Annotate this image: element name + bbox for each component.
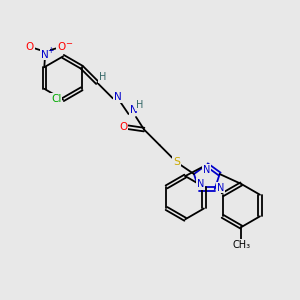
Text: O: O [57, 42, 65, 52]
Text: O: O [119, 122, 127, 132]
Text: N: N [217, 183, 224, 193]
Text: +: + [47, 46, 53, 56]
Text: N: N [197, 179, 204, 189]
Text: N: N [113, 92, 121, 102]
Text: O: O [26, 42, 34, 52]
Text: N: N [130, 105, 138, 116]
Text: S: S [173, 157, 180, 167]
Text: N: N [202, 165, 210, 175]
Text: Cl: Cl [51, 94, 62, 104]
Text: −: − [65, 39, 72, 48]
Text: H: H [99, 72, 106, 82]
Text: CH₃: CH₃ [232, 240, 250, 250]
Text: N: N [41, 50, 49, 60]
Text: H: H [136, 100, 144, 110]
